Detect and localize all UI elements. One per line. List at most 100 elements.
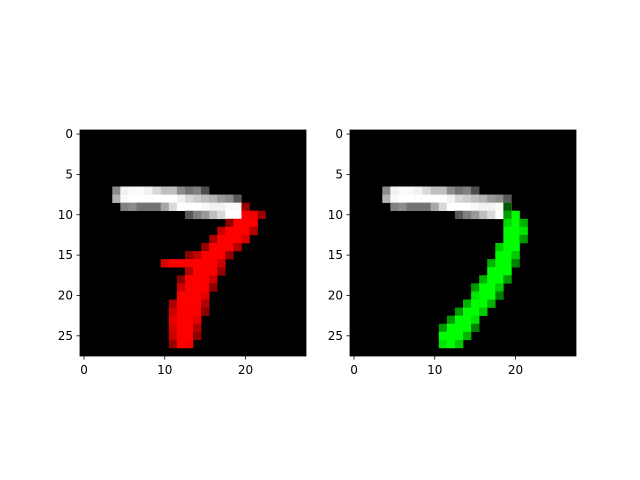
overlay-pixel xyxy=(176,259,186,268)
gray-pixel xyxy=(406,186,415,195)
overlay-pixel xyxy=(471,299,480,308)
overlay-pixel xyxy=(503,202,512,212)
overlay-pixel xyxy=(495,275,504,284)
overlay-pixel xyxy=(209,267,218,276)
overlay-pixel xyxy=(209,283,218,292)
gray-pixel xyxy=(430,202,440,212)
overlay-pixel xyxy=(201,259,210,268)
overlay-pixel xyxy=(201,283,210,292)
overlay-pixel xyxy=(209,234,218,244)
gray-pixel xyxy=(454,210,464,220)
gray-pixel xyxy=(414,194,423,203)
right-panel-frame xyxy=(349,129,577,357)
overlay-pixel xyxy=(176,307,186,316)
gray-pixel xyxy=(160,186,170,195)
gray-pixel xyxy=(398,186,407,195)
overlay-pixel xyxy=(438,339,448,349)
overlay-pixel xyxy=(168,323,178,333)
overlay-pixel xyxy=(471,323,480,333)
gray-pixel xyxy=(193,194,202,203)
gray-pixel xyxy=(152,202,162,212)
overlay-pixel xyxy=(463,323,472,333)
overlay-pixel xyxy=(471,291,480,300)
overlay-pixel xyxy=(184,299,194,308)
overlay-pixel xyxy=(176,339,186,349)
overlay-pixel xyxy=(495,291,504,300)
gray-pixel xyxy=(495,202,504,212)
x-tick-label: 0 xyxy=(350,363,358,377)
gray-pixel xyxy=(422,186,432,195)
x-tick-label: 20 xyxy=(508,363,523,377)
right-panel-green-overlay: 0 10 20 0 5 10 15 20 25 xyxy=(328,127,577,377)
gray-pixel xyxy=(390,202,399,212)
overlay-pixel xyxy=(176,299,186,308)
gray-pixel xyxy=(414,186,423,195)
gray-pixel xyxy=(168,202,178,212)
gray-pixel xyxy=(438,186,448,195)
gray-pixel xyxy=(446,186,456,195)
gray-pixel xyxy=(382,194,391,203)
overlay-pixel xyxy=(503,267,512,276)
gray-pixel xyxy=(487,210,496,220)
gray-pixel xyxy=(233,194,242,203)
overlay-pixel xyxy=(217,251,226,260)
overlay-pixel xyxy=(193,251,202,260)
overlay-pixel xyxy=(176,323,186,333)
overlay-pixel xyxy=(511,234,520,244)
overlay-pixel xyxy=(495,259,504,268)
overlay-pixel xyxy=(193,331,202,341)
overlay-pixel xyxy=(511,210,520,220)
y-tick-label: 5 xyxy=(65,167,73,181)
overlay-pixel xyxy=(471,307,480,316)
gray-pixel xyxy=(176,202,186,212)
overlay-pixel xyxy=(487,299,496,308)
overlay-pixel xyxy=(217,226,226,236)
gray-pixel xyxy=(479,202,488,212)
overlay-pixel xyxy=(463,315,472,325)
y-tick-label: 20 xyxy=(328,288,343,302)
overlay-pixel xyxy=(487,291,496,300)
gray-pixel xyxy=(233,210,242,220)
gray-pixel xyxy=(495,210,504,220)
gray-pixel xyxy=(406,202,415,212)
overlay-pixel xyxy=(193,315,202,325)
overlay-pixel xyxy=(471,315,480,325)
overlay-pixel xyxy=(184,307,194,316)
overlay-pixel xyxy=(454,339,464,349)
gray-pixel xyxy=(430,186,440,195)
overlay-pixel xyxy=(184,331,194,341)
overlay-pixel xyxy=(503,251,512,260)
overlay-pixel xyxy=(503,226,512,236)
overlay-pixel xyxy=(184,291,194,300)
overlay-pixel xyxy=(479,275,488,284)
overlay-pixel xyxy=(233,218,242,228)
gray-pixel xyxy=(479,194,488,203)
overlay-pixel xyxy=(503,275,512,284)
overlay-pixel xyxy=(233,234,242,244)
gray-pixel xyxy=(201,210,210,220)
overlay-pixel xyxy=(511,259,520,268)
gray-pixel xyxy=(176,186,186,195)
overlay-pixel xyxy=(201,307,210,316)
overlay-pixel xyxy=(487,267,496,276)
overlay-pixel xyxy=(168,307,178,316)
y-tick-label: 0 xyxy=(65,127,73,141)
overlay-pixel xyxy=(241,210,250,220)
overlay-pixel xyxy=(233,243,242,252)
x-tick-label: 0 xyxy=(80,363,88,377)
overlay-pixel xyxy=(160,259,170,268)
overlay-pixel xyxy=(217,267,226,276)
overlay-pixel xyxy=(201,243,210,252)
overlay-pixel xyxy=(201,291,210,300)
overlay-pixel xyxy=(193,299,202,308)
gray-pixel xyxy=(390,186,399,195)
gray-pixel xyxy=(233,202,242,212)
y-tick-label: 10 xyxy=(328,208,343,222)
gray-pixel xyxy=(128,186,137,195)
overlay-pixel xyxy=(176,275,186,284)
gray-pixel xyxy=(160,202,170,212)
overlay-pixel xyxy=(241,202,250,212)
gray-pixel xyxy=(422,202,432,212)
gray-pixel xyxy=(398,202,407,212)
overlay-pixel xyxy=(249,218,258,228)
